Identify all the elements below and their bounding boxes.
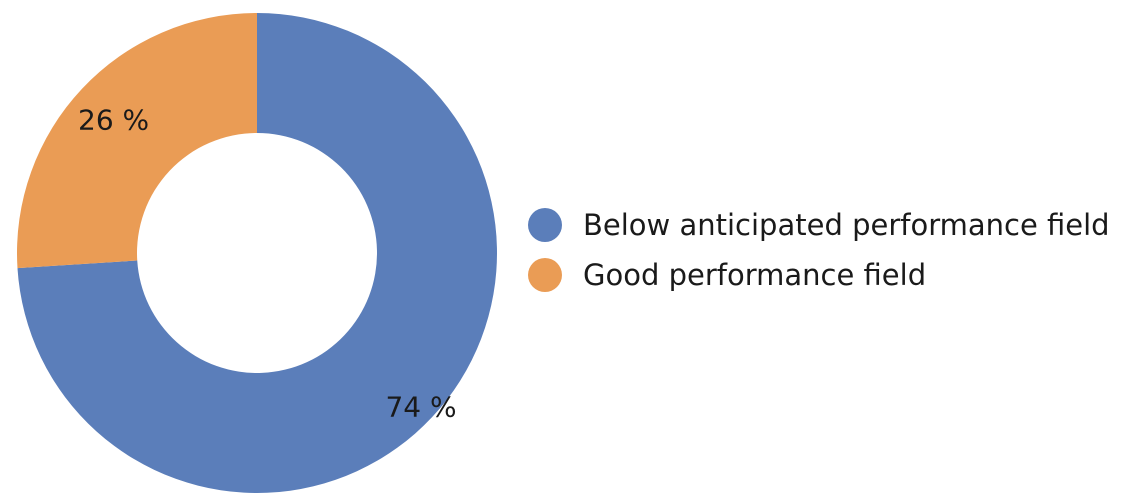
donut-plot: 74 % 26 % — [16, 13, 498, 493]
data-label-below-anticipated: 74 % — [385, 391, 456, 424]
legend-label-good-performance: Good performance field — [583, 258, 927, 292]
donut-slice-below-anticipated — [17, 13, 498, 493]
legend-item-good-performance: Good performance field — [528, 250, 1110, 300]
legend-swatch-good-performance — [528, 258, 562, 292]
legend-label-below-anticipated: Below anticipated performance field — [583, 208, 1110, 242]
legend-item-below-anticipated: Below anticipated performance field — [528, 200, 1110, 250]
legend-swatch-below-anticipated — [528, 208, 562, 242]
chart-legend: Below anticipated performance field Good… — [528, 200, 1110, 300]
donut-slice-good-performance — [16, 13, 257, 269]
data-label-good-performance: 26 % — [78, 104, 149, 137]
